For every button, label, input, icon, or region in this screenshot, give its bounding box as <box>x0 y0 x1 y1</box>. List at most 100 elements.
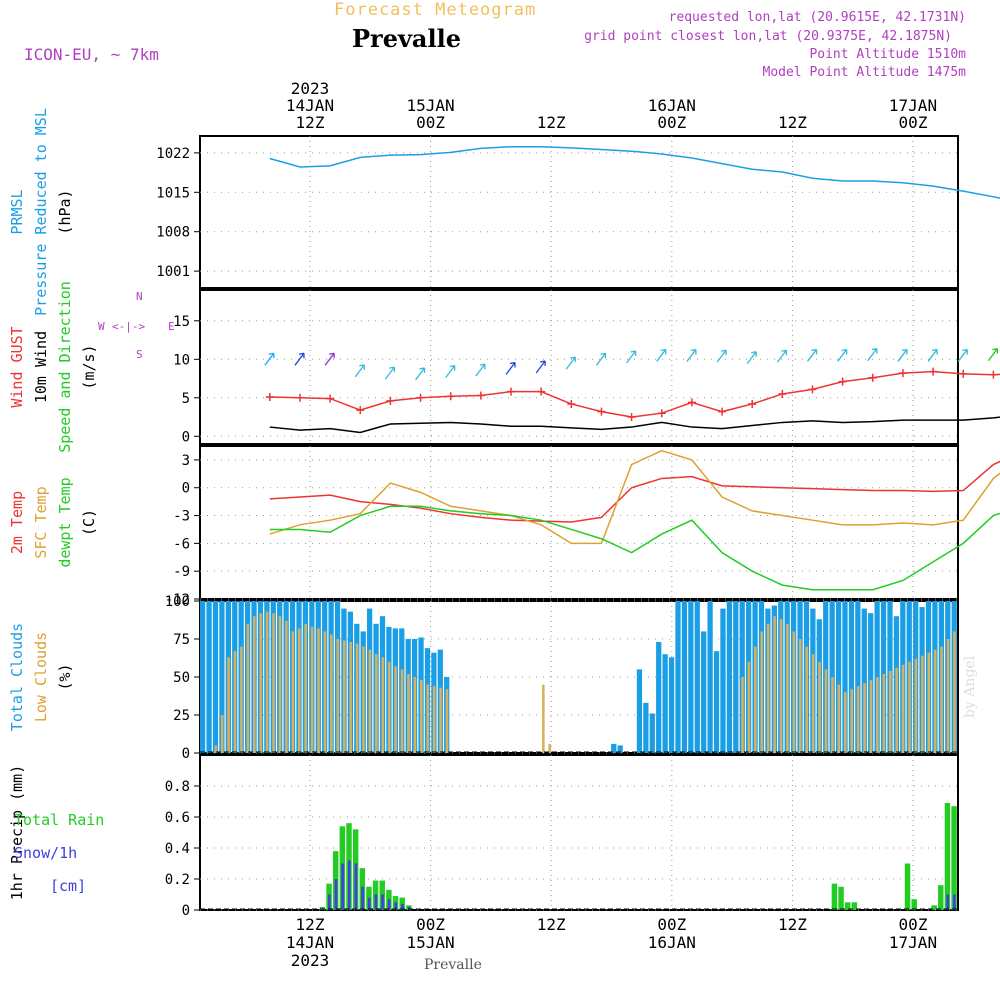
y-axis-label: Wind GUST <box>8 326 26 407</box>
bar-total-clouds <box>842 601 848 753</box>
bar-snow-1h <box>367 897 371 910</box>
panel-0: 1001 1008 1015 1022 PRMSL Pressure Reduced to… <box>8 108 1000 316</box>
bar-total-rain <box>851 902 858 910</box>
bar-low-clouds <box>908 661 911 753</box>
bar-low-clouds <box>297 628 301 753</box>
header-gridpoint: grid point closest lon,lat (20.9375E, 42… <box>584 29 952 44</box>
y-axis-label: (m/s) <box>80 344 98 389</box>
bar-low-clouds <box>413 677 417 753</box>
compass-s: S <box>136 348 143 361</box>
bar-snow-1h <box>401 903 404 910</box>
precip-legend: Snow/1h <box>14 844 77 862</box>
bar-total-rain <box>938 885 944 910</box>
bar-total-rain <box>931 905 937 910</box>
bar-low-clouds <box>272 613 275 753</box>
bar-low-clouds <box>285 620 288 753</box>
y-axis-label: (%) <box>56 663 74 690</box>
x-bottom-label: 12Z <box>537 915 566 934</box>
panel-frame <box>199 754 959 911</box>
gust-marker <box>657 409 666 418</box>
bar-low-clouds <box>227 657 230 753</box>
bar-low-clouds <box>953 631 956 753</box>
bar-snow-1h <box>394 902 398 910</box>
y-tick-label: 0.4 <box>165 841 190 857</box>
bar-total-clouds <box>855 601 861 753</box>
panel-4: 0 0.2 0.4 0.6 0.8 1hr Precip (mm)Total Rain Sn… <box>8 754 959 919</box>
bar-low-clouds <box>882 673 886 753</box>
bar-total-clouds <box>726 601 733 753</box>
wind-arrow <box>987 348 999 362</box>
bar-total-rain <box>951 806 957 910</box>
y-axis-label: Total Clouds <box>8 623 26 731</box>
bar-total-clouds <box>649 713 655 753</box>
header-point-alt: Point Altitude 1510m <box>809 47 966 62</box>
y-tick-label: -6 <box>173 536 190 552</box>
y-tick-label: 3 <box>182 453 190 469</box>
x-top-label: 2023 <box>291 79 330 98</box>
bar-snow-1h <box>361 886 364 910</box>
gust-marker <box>597 407 606 416</box>
bar-total-clouds <box>617 745 623 753</box>
bar-total-rain <box>944 803 951 910</box>
wind-arrow <box>324 352 335 366</box>
gust-marker <box>567 399 576 408</box>
bar-low-clouds <box>760 631 764 753</box>
bar-low-clouds <box>220 715 224 753</box>
x-bottom-label: 00Z <box>899 915 928 934</box>
gust-marker <box>356 406 365 415</box>
bar-low-clouds <box>265 611 269 753</box>
compass-arrow: <-|-> <box>112 320 145 333</box>
gust-marker <box>537 387 546 396</box>
compass-e: E <box>168 320 175 333</box>
x-bottom-label: 12Z <box>778 915 807 934</box>
bar-low-clouds <box>330 634 333 753</box>
y-tick-label: 0 <box>182 481 190 497</box>
bar-total-clouds <box>733 601 739 753</box>
header-requested: requested lon,lat (20.9615E, 42.1731N) <box>668 10 966 25</box>
gust-marker <box>386 396 395 405</box>
wind-arrow <box>505 361 516 375</box>
x-bottom-label: 17JAN <box>889 933 937 952</box>
wind-arrow <box>927 348 938 362</box>
bar-total-clouds <box>636 669 643 753</box>
bar-low-clouds <box>426 684 430 753</box>
bar-low-clouds <box>548 743 552 753</box>
x-top-label: 16JAN <box>648 96 696 115</box>
gust-marker <box>898 369 907 378</box>
gust-marker <box>265 393 274 402</box>
bar-low-clouds <box>432 686 436 753</box>
series-line-prmsl <box>269 145 1000 199</box>
bar-low-clouds <box>914 658 918 753</box>
bar-low-clouds <box>304 623 307 753</box>
y-axis-label: (hPa) <box>56 189 74 234</box>
bar-low-clouds <box>381 657 385 753</box>
bar-low-clouds <box>375 654 378 753</box>
wind-arrow <box>535 360 546 374</box>
wind-arrow <box>445 364 456 379</box>
wind-compass: W <-|-> E N S <box>98 290 175 361</box>
bar-low-clouds <box>876 677 879 753</box>
precip-legend: Total Rain <box>14 811 104 829</box>
bar-low-clouds <box>445 689 449 753</box>
bar-total-clouds <box>720 608 726 753</box>
x-top-label: 00Z <box>899 113 928 132</box>
wind-arrow <box>595 352 607 366</box>
bar-low-clouds <box>786 623 789 753</box>
bar-total-clouds <box>848 601 855 753</box>
wind-arrow <box>354 364 365 378</box>
gust-marker <box>295 393 304 402</box>
bar-low-clouds <box>542 684 545 753</box>
y-axis-label: (C) <box>80 509 98 536</box>
bar-low-clouds <box>252 616 256 753</box>
wind-arrow <box>656 348 667 362</box>
bar-low-clouds <box>754 646 757 753</box>
gust-marker <box>627 413 636 422</box>
bar-low-clouds <box>355 643 359 753</box>
precip-legend: [cm] <box>50 877 86 895</box>
y-tick-label: -3 <box>173 509 190 525</box>
y-tick-label: 10 <box>173 352 190 368</box>
compass-w: W <box>98 320 105 333</box>
bar-low-clouds <box>246 623 250 753</box>
panel-3: 0 25 50 75 100 Total Clouds Low Clouds (%) <box>8 594 959 762</box>
bar-low-clouds <box>214 745 218 753</box>
